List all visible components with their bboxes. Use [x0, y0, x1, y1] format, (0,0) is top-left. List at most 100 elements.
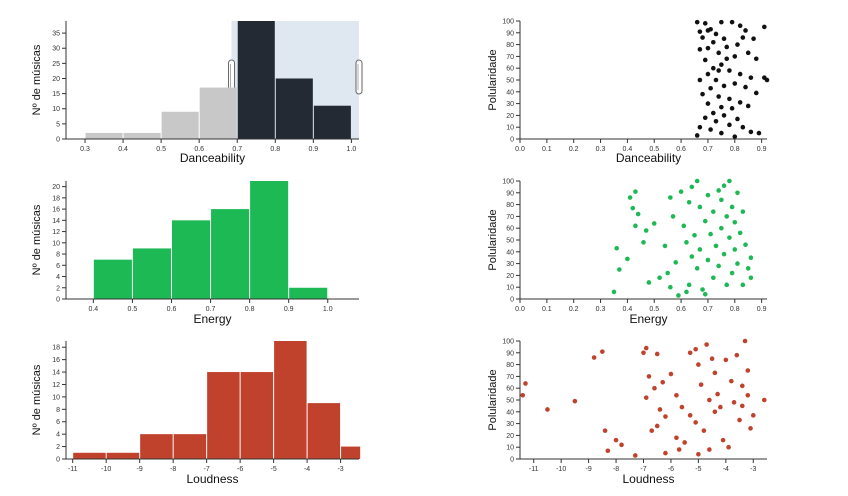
scatter-point[interactable] — [686, 282, 692, 288]
scatter-point[interactable] — [643, 228, 649, 233]
scatter-point[interactable] — [753, 90, 759, 96]
scatter-point[interactable] — [748, 275, 754, 281]
scatter-point[interactable] — [643, 395, 649, 400]
scatter-point[interactable] — [762, 24, 767, 30]
histogram-bar[interactable] — [161, 111, 199, 139]
scatter-point[interactable] — [713, 119, 719, 124]
scatter-point[interactable] — [702, 291, 708, 297]
scatter-point[interactable] — [668, 284, 673, 290]
histogram-bar[interactable] — [85, 132, 123, 139]
scatter-point[interactable] — [696, 362, 701, 367]
scatter-point[interactable] — [694, 19, 700, 25]
scatter-point[interactable] — [716, 50, 721, 56]
scatter-point[interactable] — [679, 404, 685, 410]
scatter-point[interactable] — [682, 440, 687, 445]
scatter-point[interactable] — [520, 392, 526, 398]
scatter-point[interactable] — [745, 50, 751, 56]
scatter-point[interactable] — [697, 77, 703, 83]
histogram-bar[interactable] — [237, 21, 275, 139]
scatter-point[interactable] — [745, 368, 751, 373]
scatter-point[interactable] — [734, 352, 740, 358]
histogram-bar[interactable] — [250, 181, 289, 299]
scatter-point[interactable] — [727, 68, 732, 73]
scatter-point[interactable] — [663, 450, 668, 456]
scatter-point[interactable] — [724, 282, 730, 288]
histogram-bar[interactable] — [199, 87, 237, 139]
scatter-point[interactable] — [707, 447, 712, 452]
scatter-point[interactable] — [711, 275, 716, 281]
scatter-point[interactable] — [737, 230, 743, 236]
scatter-point[interactable] — [721, 83, 727, 89]
scatter-point[interactable] — [663, 414, 668, 419]
scatter-point[interactable] — [751, 36, 756, 41]
scatter-point[interactable] — [632, 453, 638, 458]
scatter-point[interactable] — [702, 218, 708, 224]
scatter-point[interactable] — [735, 261, 740, 266]
scatter-point[interactable] — [732, 247, 738, 252]
scatter-point[interactable] — [613, 437, 619, 443]
scatter-point[interactable] — [693, 346, 698, 352]
scatter-point[interactable] — [708, 231, 713, 237]
scatter-point[interactable] — [705, 257, 711, 263]
scatter-point[interactable] — [712, 370, 718, 376]
scatter-point[interactable] — [660, 380, 666, 385]
scatter-point[interactable] — [745, 103, 751, 109]
scatter-point[interactable] — [719, 197, 724, 203]
histogram-bar[interactable] — [132, 248, 171, 299]
scatter-point[interactable] — [591, 355, 597, 360]
scatter-point[interactable] — [719, 19, 724, 25]
scatter-point[interactable] — [761, 397, 767, 403]
scatter-point[interactable] — [673, 260, 679, 265]
scatter-point[interactable] — [523, 381, 528, 386]
scatter-point[interactable] — [674, 392, 679, 398]
histogram-bar[interactable] — [341, 446, 361, 459]
scatter-point[interactable] — [689, 184, 695, 190]
scatter-point[interactable] — [753, 56, 759, 62]
scatter-point[interactable] — [649, 428, 655, 433]
scatter-point[interactable] — [729, 19, 735, 25]
histogram-bar[interactable] — [173, 434, 207, 459]
scatter-point[interactable] — [708, 85, 713, 91]
scatter-point[interactable] — [633, 223, 638, 229]
scatter-point[interactable] — [705, 71, 711, 77]
scatter-point[interactable] — [633, 189, 638, 194]
scatter-point[interactable] — [657, 407, 663, 412]
scatter-point[interactable] — [721, 113, 727, 118]
scatter-point[interactable] — [641, 350, 646, 356]
scatter-point[interactable] — [727, 96, 732, 102]
scatter-point[interactable] — [600, 349, 605, 354]
scatter-point[interactable] — [731, 400, 737, 405]
scatter-point[interactable] — [713, 243, 719, 249]
scatter-point[interactable] — [716, 263, 721, 269]
scatter-point[interactable] — [668, 371, 674, 377]
scatter-point[interactable] — [719, 130, 724, 136]
scatter-point[interactable] — [729, 378, 734, 384]
scatter-point[interactable] — [705, 28, 711, 33]
scatter-point[interactable] — [727, 178, 732, 184]
scatter-point[interactable] — [745, 266, 751, 271]
scatter-point[interactable] — [681, 223, 687, 229]
scatter-point[interactable] — [646, 374, 652, 379]
histogram-bar[interactable] — [73, 452, 106, 459]
scatter-point[interactable] — [572, 398, 578, 404]
scatter-point[interactable] — [641, 240, 646, 245]
scatter-point[interactable] — [711, 39, 716, 45]
scatter-point[interactable] — [687, 350, 693, 356]
scatter-point[interactable] — [694, 178, 700, 184]
histogram-bar[interactable] — [275, 78, 313, 139]
brush-handle-right[interactable] — [355, 59, 363, 95]
scatter-point[interactable] — [678, 189, 684, 194]
scatter-point[interactable] — [654, 351, 660, 357]
scatter-point[interactable] — [740, 209, 746, 214]
histogram-bar[interactable] — [207, 372, 240, 459]
scatter-point[interactable] — [743, 28, 748, 33]
scatter-point[interactable] — [700, 35, 705, 40]
histogram-bar[interactable] — [307, 403, 341, 459]
scatter-point[interactable] — [702, 21, 708, 26]
scatter-point[interactable] — [702, 57, 708, 63]
scatter-point[interactable] — [716, 68, 721, 73]
scatter-point[interactable] — [740, 403, 745, 409]
scatter-point[interactable] — [719, 225, 724, 231]
histogram-bar[interactable] — [211, 209, 250, 299]
histogram-bar[interactable] — [240, 372, 274, 459]
